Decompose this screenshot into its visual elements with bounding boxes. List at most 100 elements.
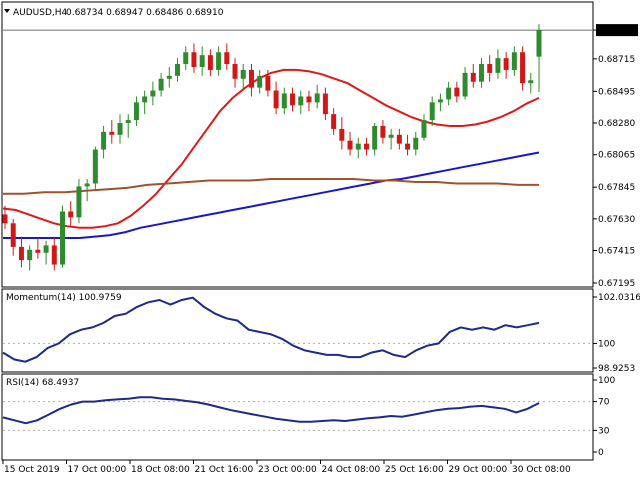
candle-body <box>232 64 238 79</box>
candle-body <box>240 69 246 79</box>
candle-body <box>314 93 320 103</box>
price-tick-label: 0.67845 <box>598 183 635 193</box>
candle-body <box>265 75 271 91</box>
candle-body <box>257 75 263 88</box>
candle-body <box>396 134 402 144</box>
price-tick-label: 0.68495 <box>598 87 635 97</box>
candle-body <box>470 72 476 82</box>
candle-body <box>27 249 33 261</box>
candle-body <box>290 93 296 106</box>
candle-body <box>109 131 115 135</box>
candle-body <box>495 58 501 73</box>
candle-body <box>355 143 361 150</box>
time-tick-label: 24 Oct 08:00 <box>322 465 381 475</box>
last-price-badge <box>596 24 638 37</box>
candle-body <box>60 211 66 265</box>
candle-body <box>158 78 164 91</box>
rsi-tick-label: 70 <box>598 398 610 408</box>
momentum-tick-label: 102.0316 <box>598 293 640 303</box>
candle-body <box>363 143 369 150</box>
candle-body <box>478 64 484 82</box>
price-tick-label: 0.67415 <box>598 247 635 257</box>
candle-body <box>207 55 213 70</box>
time-tick-label: 25 Oct 16:00 <box>385 465 444 475</box>
momentum-panel-frame <box>1 288 594 373</box>
candle-body <box>446 87 452 100</box>
rsi-title: RSI(14) 68.4937 <box>6 378 79 388</box>
rsi-tick-label: 100 <box>598 376 615 386</box>
candle-body <box>150 90 156 97</box>
price-tick-label: 0.68065 <box>598 151 635 161</box>
candle-body <box>166 75 172 79</box>
candle-body <box>413 137 419 150</box>
momentum-tick-label: 100 <box>598 339 615 349</box>
rsi-series-line <box>2 396 540 425</box>
price-tick-label: 0.67195 <box>598 279 635 289</box>
rsi-panel-frame <box>1 373 594 461</box>
candle-body <box>84 183 90 187</box>
candle-body <box>331 114 337 129</box>
candle-body <box>306 96 312 103</box>
candle-body <box>101 131 107 150</box>
candle-body <box>380 125 386 138</box>
candle-body <box>133 102 139 121</box>
candle-body <box>183 52 189 65</box>
candle-body <box>51 245 57 265</box>
candle-body <box>388 134 394 138</box>
momentum-title: Momentum(14) 100.9759 <box>6 293 122 303</box>
time-tick-label: 18 Oct 08:00 <box>131 465 190 475</box>
dropdown-triangle-icon[interactable] <box>4 9 10 13</box>
candle-body <box>2 214 8 224</box>
candle-body <box>43 245 49 253</box>
price-tick-label: 0.68715 <box>598 55 635 65</box>
candle-body <box>76 186 82 218</box>
candle-body <box>191 52 197 67</box>
candle-body <box>437 99 443 103</box>
rsi-tick-label: 30 <box>598 426 610 436</box>
candle-body <box>322 93 328 115</box>
rsi-axis: 100 70 30 0 <box>3 376 615 458</box>
candle-body <box>224 52 230 65</box>
time-tick-label: 30 Oct 08:00 <box>512 465 571 475</box>
candle-body <box>281 93 287 109</box>
candle-body <box>462 72 468 97</box>
candle-body <box>175 64 181 76</box>
candle-body <box>454 87 460 97</box>
candle-body <box>68 211 74 218</box>
candle-body <box>528 80 534 84</box>
candle-body <box>199 55 205 67</box>
time-tick-label: 21 Oct 16:00 <box>195 465 254 475</box>
candle-body <box>347 140 353 150</box>
candle-body <box>273 90 279 109</box>
candle-body <box>125 120 131 124</box>
candle-body <box>18 246 24 261</box>
candle-body <box>405 143 411 150</box>
rsi-line <box>2 396 540 425</box>
candle-body <box>536 30 542 57</box>
candle-body <box>487 64 493 73</box>
candle-body <box>339 128 345 141</box>
candle-body <box>248 69 254 88</box>
candle-body <box>117 123 123 135</box>
ohlc-values: 0.68734 0.68947 0.68486 0.68910 <box>66 8 224 18</box>
price-axis: 0.68910 0.68715 0.68495 0.68280 0.68065 0.678… <box>3 24 638 289</box>
time-tick-label: 23 Oct 00:00 <box>258 465 317 475</box>
time-tick-label: 29 Oct 00:00 <box>449 465 508 475</box>
momentum-tick-label: 98.9253 <box>598 364 635 374</box>
symbol-timeframe: AUDUSD,H4 <box>13 8 68 18</box>
ma-slow-line <box>3 178 539 195</box>
moving-average-lines <box>2 68 540 239</box>
time-tick-label: 15 Oct 2019 <box>4 465 60 475</box>
price-tick-label: 0.67630 <box>598 215 635 225</box>
momentum-axis: 102.0316 100 98.9253 <box>3 293 640 374</box>
ma-fast-line <box>2 68 540 229</box>
price-panel-frame <box>1 1 594 288</box>
price-tick-label: 0.68280 <box>598 119 635 129</box>
candle-body <box>421 120 427 138</box>
momentum-series-line <box>2 296 540 363</box>
candle-body <box>429 102 435 121</box>
candle-body <box>520 52 526 84</box>
candlesticks <box>2 24 542 271</box>
